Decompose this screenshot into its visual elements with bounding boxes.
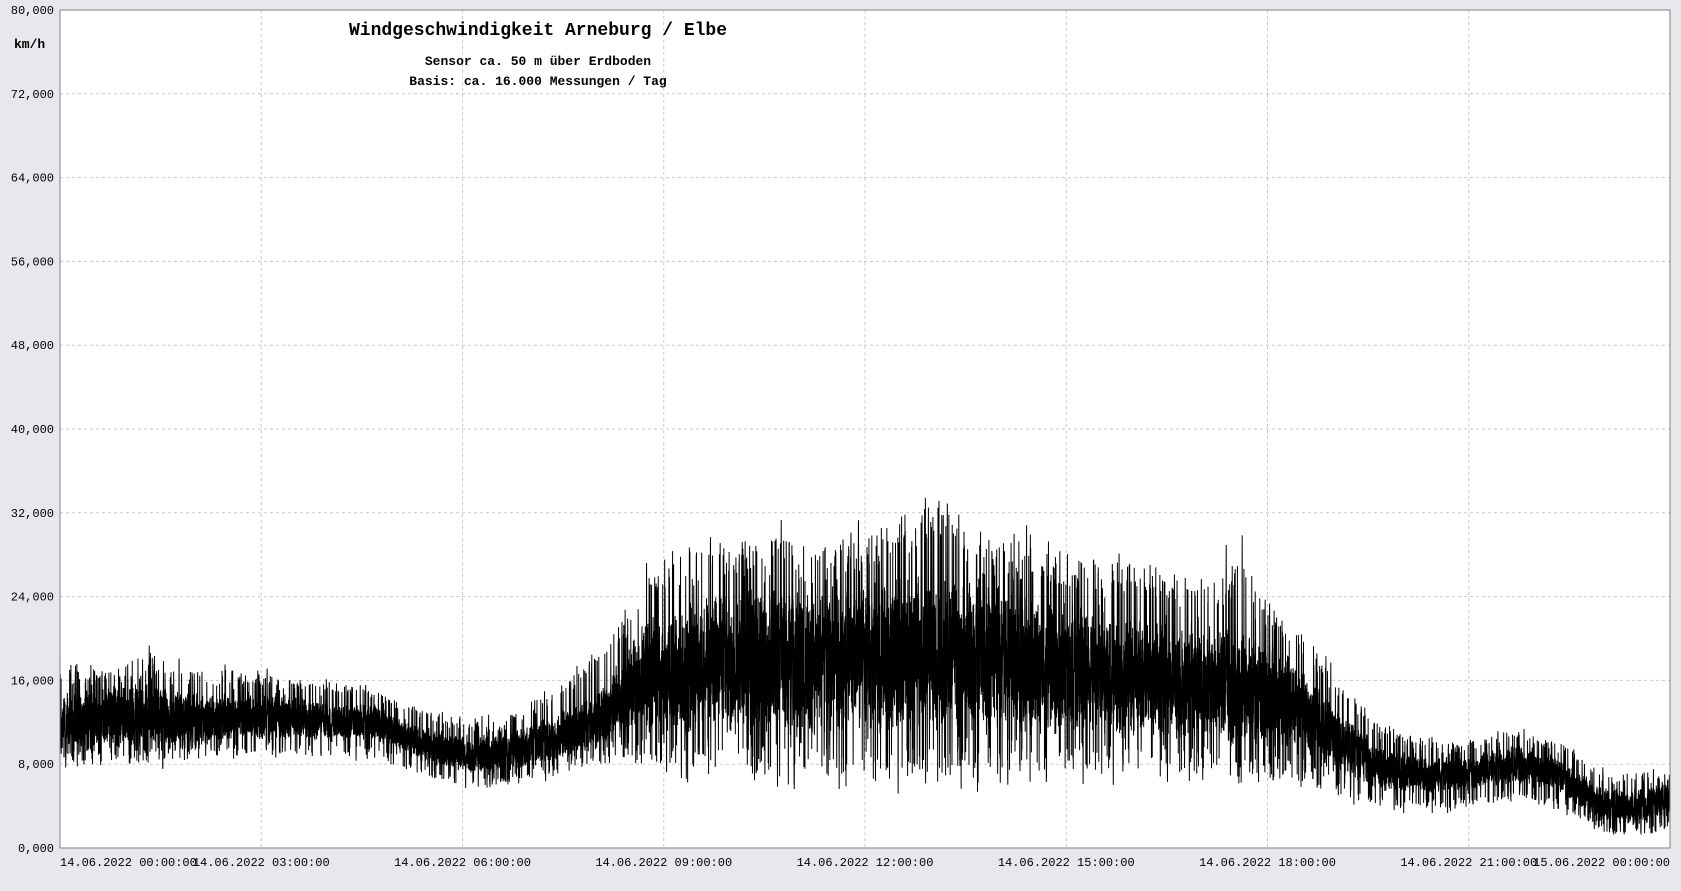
wind-speed-chart: 0,000 8,000 16,000 24,000 32,000 40,000 48,000… [0,0,1681,891]
y-tick-label: 64,000 [11,172,54,186]
chart-subtitle-2: Basis: ca. 16.000 Messungen / Tag [409,74,667,89]
x-tick-label: 14.06.2022 21:00:00 [1400,856,1537,870]
x-tick-label: 15.06.2022 00:00:00 [1533,856,1670,870]
x-tick-label: 14.06.2022 18:00:00 [1199,856,1336,870]
y-tick-label: 24,000 [11,591,54,605]
y-tick-label: 80,000 [11,4,54,18]
x-tick-label: 14.06.2022 12:00:00 [797,856,934,870]
y-tick-label: 16,000 [11,674,54,688]
y-tick-label: 40,000 [11,423,54,437]
y-axis-label: km/h [14,37,45,52]
chart-title: Windgeschwindigkeit Arneburg / Elbe [349,21,727,41]
x-tick-label: 14.06.2022 06:00:00 [394,856,531,870]
y-tick-label: 56,000 [11,255,54,269]
x-tick-label: 14.06.2022 09:00:00 [595,856,732,870]
chart-subtitle-1: Sensor ca. 50 m über Erdboden [425,54,651,69]
chart-container: 0,000 8,000 16,000 24,000 32,000 40,000 48,000… [0,0,1681,891]
y-tick-label: 8,000 [18,758,54,772]
y-tick-label: 32,000 [11,507,54,521]
y-tick-label: 72,000 [11,88,54,102]
x-tick-label: 14.06.2022 03:00:00 [193,856,330,870]
y-tick-label: 0,000 [18,842,54,856]
x-tick-label: 14.06.2022 15:00:00 [998,856,1135,870]
x-tick-label: 14.06.2022 00:00:00 [60,856,197,870]
y-tick-label: 48,000 [11,339,54,353]
